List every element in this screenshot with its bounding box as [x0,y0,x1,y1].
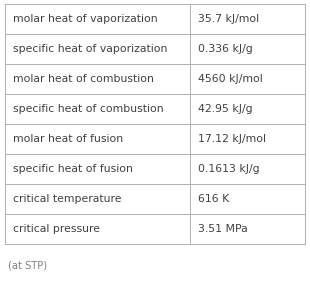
Text: 0.336 kJ/g: 0.336 kJ/g [198,44,253,54]
Text: molar heat of vaporization: molar heat of vaporization [13,14,157,24]
Text: 3.51 MPa: 3.51 MPa [198,224,248,234]
Text: specific heat of vaporization: specific heat of vaporization [13,44,167,54]
Text: critical temperature: critical temperature [13,194,122,204]
Text: 0.1613 kJ/g: 0.1613 kJ/g [198,164,260,174]
Text: 17.12 kJ/mol: 17.12 kJ/mol [198,134,266,144]
Text: 42.95 kJ/g: 42.95 kJ/g [198,104,253,114]
Text: molar heat of combustion: molar heat of combustion [13,74,154,84]
Text: specific heat of combustion: specific heat of combustion [13,104,164,114]
Text: 616 K: 616 K [198,194,229,204]
Text: specific heat of fusion: specific heat of fusion [13,164,133,174]
Text: molar heat of fusion: molar heat of fusion [13,134,123,144]
Text: (at STP): (at STP) [8,260,47,270]
Text: 4560 kJ/mol: 4560 kJ/mol [198,74,263,84]
Text: 35.7 kJ/mol: 35.7 kJ/mol [198,14,259,24]
Text: critical pressure: critical pressure [13,224,100,234]
